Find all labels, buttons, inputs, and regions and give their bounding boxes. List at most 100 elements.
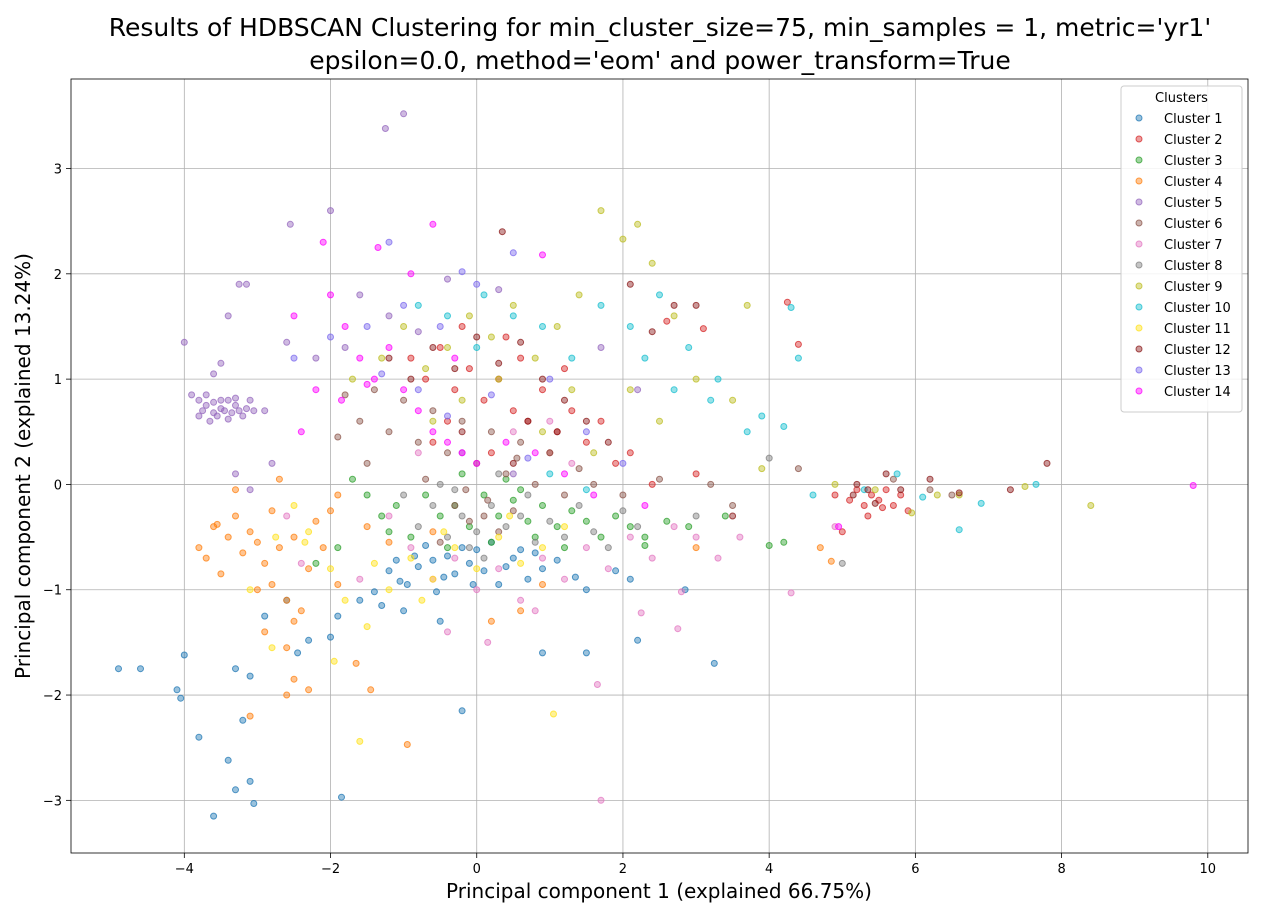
data-point bbox=[239, 716, 247, 724]
data-point bbox=[356, 575, 364, 583]
data-point bbox=[864, 486, 872, 494]
data-points bbox=[115, 110, 1197, 820]
data-point bbox=[487, 538, 495, 546]
data-point bbox=[685, 344, 693, 351]
data-point bbox=[502, 438, 510, 446]
data-point bbox=[451, 386, 459, 394]
data-point bbox=[378, 602, 386, 609]
data-point bbox=[385, 567, 393, 575]
data-point bbox=[524, 575, 532, 583]
data-point bbox=[506, 512, 514, 520]
data-point bbox=[539, 565, 546, 573]
data-point bbox=[674, 625, 682, 633]
data-point bbox=[465, 312, 473, 320]
data-point bbox=[327, 207, 334, 215]
data-point bbox=[239, 412, 247, 420]
data-point bbox=[407, 375, 415, 383]
data-point bbox=[1021, 483, 1029, 490]
data-point bbox=[517, 607, 525, 615]
data-point bbox=[312, 517, 320, 525]
data-point bbox=[582, 428, 590, 436]
data-point bbox=[656, 475, 663, 483]
data-point bbox=[436, 512, 444, 520]
data-point bbox=[462, 486, 470, 494]
data-point bbox=[301, 538, 309, 546]
data-point bbox=[290, 533, 298, 541]
data-point bbox=[465, 544, 473, 552]
data-point bbox=[509, 249, 517, 257]
data-point bbox=[458, 512, 466, 520]
data-point bbox=[561, 470, 568, 478]
data-point bbox=[838, 528, 846, 536]
data-point bbox=[436, 617, 444, 625]
data-point bbox=[341, 391, 349, 399]
data-point bbox=[926, 486, 934, 494]
legend-label: Cluster 3 bbox=[1164, 154, 1223, 169]
data-point bbox=[846, 496, 854, 504]
data-point bbox=[297, 559, 305, 567]
data-point bbox=[597, 533, 605, 541]
data-point bbox=[517, 486, 525, 494]
data-point bbox=[502, 475, 510, 483]
data-point bbox=[473, 546, 481, 554]
legend-label: Cluster 14 bbox=[1164, 385, 1231, 400]
data-point bbox=[444, 412, 451, 420]
data-point bbox=[553, 523, 561, 531]
data-point bbox=[253, 538, 261, 546]
data-point bbox=[641, 502, 649, 509]
legend-marker bbox=[1135, 387, 1143, 395]
data-point bbox=[681, 586, 689, 594]
data-point bbox=[246, 672, 254, 680]
data-point bbox=[363, 380, 371, 388]
series-cluster-9 bbox=[349, 207, 1095, 517]
data-point bbox=[217, 405, 225, 413]
data-point bbox=[224, 396, 232, 404]
data-point bbox=[294, 649, 302, 657]
data-point bbox=[480, 567, 488, 575]
data-point bbox=[414, 523, 422, 531]
legend-marker bbox=[1135, 303, 1143, 311]
y-tick-label: 1 bbox=[54, 373, 62, 388]
data-point bbox=[451, 544, 459, 552]
data-point bbox=[177, 694, 185, 702]
data-point bbox=[290, 312, 298, 320]
data-point bbox=[378, 370, 386, 378]
data-point bbox=[305, 686, 313, 694]
data-point bbox=[612, 512, 620, 520]
data-point bbox=[444, 552, 451, 560]
data-point bbox=[495, 470, 503, 478]
data-point bbox=[619, 235, 627, 243]
data-point bbox=[634, 386, 642, 394]
data-point bbox=[473, 528, 481, 536]
data-point bbox=[305, 528, 313, 536]
data-point bbox=[889, 502, 897, 509]
data-point bbox=[879, 504, 886, 512]
data-point bbox=[465, 517, 473, 525]
data-point bbox=[546, 470, 554, 478]
data-point bbox=[261, 628, 269, 636]
data-point bbox=[487, 617, 495, 625]
data-point bbox=[582, 517, 590, 525]
data-point bbox=[729, 512, 737, 520]
data-point bbox=[495, 286, 503, 294]
data-point bbox=[195, 396, 203, 404]
data-point bbox=[721, 512, 729, 520]
data-point bbox=[893, 470, 901, 478]
data-point bbox=[327, 291, 334, 299]
data-point bbox=[831, 480, 839, 488]
data-point bbox=[794, 340, 802, 348]
data-point bbox=[224, 533, 232, 541]
data-point bbox=[604, 565, 612, 573]
x-tick-label: 8 bbox=[1057, 862, 1065, 877]
data-point bbox=[794, 354, 802, 362]
data-point bbox=[250, 800, 258, 807]
y-tick-label: 3 bbox=[54, 163, 62, 178]
data-point bbox=[290, 617, 298, 625]
data-point bbox=[590, 480, 598, 488]
data-point bbox=[714, 554, 722, 562]
data-point bbox=[495, 359, 503, 367]
data-point bbox=[451, 554, 459, 562]
data-point bbox=[221, 407, 228, 415]
data-point bbox=[414, 449, 422, 457]
data-point bbox=[860, 502, 868, 509]
